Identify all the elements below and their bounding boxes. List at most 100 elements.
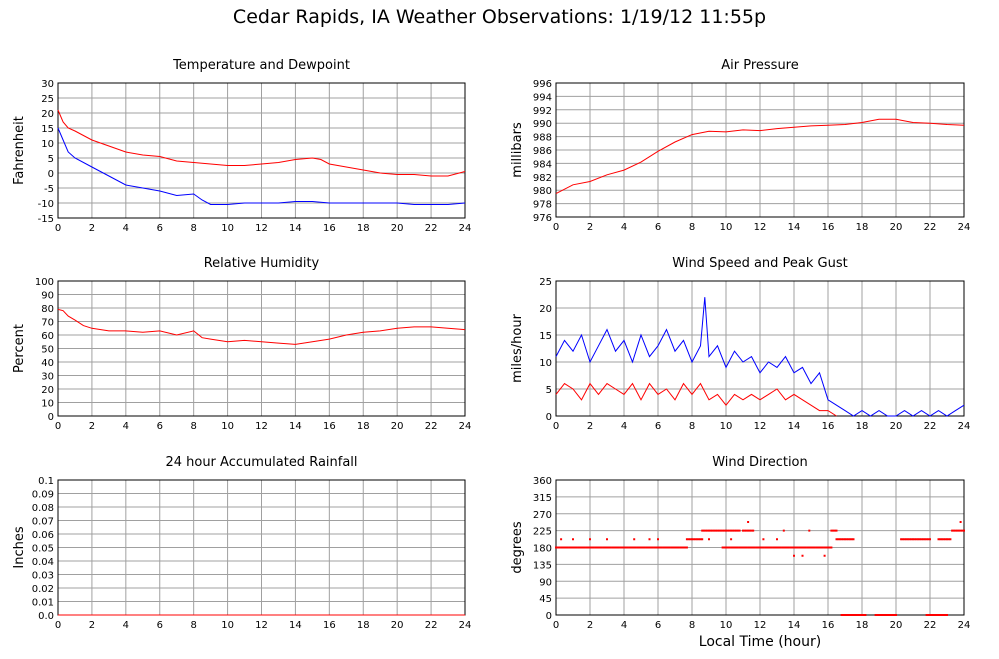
winddir-point <box>740 546 743 549</box>
pressure-y-tick-label: 992 <box>533 106 552 117</box>
winddir-point <box>629 546 632 549</box>
winddir-point <box>730 529 733 532</box>
humidity-x-tick-label: 4 <box>123 421 129 432</box>
winddir-point <box>685 546 688 549</box>
winddir-point <box>864 614 867 616</box>
winddir-point <box>878 614 880 616</box>
winddir-point <box>859 614 862 616</box>
winddir-point <box>699 538 702 541</box>
pressure-x-tick-label: 10 <box>720 222 733 233</box>
humidity-x-tick-label: 12 <box>255 421 268 432</box>
winddir-point <box>804 546 807 549</box>
winddir-point <box>762 538 765 541</box>
winddir-x-tick-label: 14 <box>788 620 801 631</box>
winddir-point <box>850 538 853 541</box>
winddir-point <box>725 546 727 549</box>
winddir-point <box>910 538 913 541</box>
winddir-y-axis-label: degrees <box>510 521 525 574</box>
winddir-point <box>697 538 700 541</box>
humidity-chart-title: Relative Humidity <box>204 256 320 271</box>
winddir-point <box>803 546 806 549</box>
winddir-point <box>932 614 935 616</box>
winddir-point <box>657 546 659 549</box>
temp-x-tick-label: 12 <box>255 223 268 234</box>
winddir-point <box>893 614 896 616</box>
winddir-point <box>580 546 583 549</box>
pressure-y-tick-label: 980 <box>533 186 552 197</box>
winddir-point <box>922 538 925 541</box>
winddir-point <box>903 538 906 541</box>
winddir-point <box>844 614 846 616</box>
temp-y-tick-label: 0 <box>48 169 54 180</box>
winddir-point <box>694 538 697 541</box>
winddir-point <box>765 546 768 549</box>
rain-y-tick-label: 0.01 <box>32 598 54 609</box>
humidity-y-tick-label: 80 <box>41 304 54 315</box>
winddir-point <box>849 614 852 616</box>
winddir-point <box>861 614 863 616</box>
winddir-point <box>925 614 928 616</box>
wind-x-tick-label: 12 <box>754 421 767 432</box>
winddir-point <box>808 546 811 549</box>
pressure-y-tick-label: 990 <box>533 119 552 130</box>
winddir-x-tick-label: 2 <box>587 620 593 631</box>
winddir-point <box>840 538 843 541</box>
winddir-point <box>828 546 831 549</box>
rain-chart-title: 24 hour Accumulated Rainfall <box>165 455 357 470</box>
wind-x-tick-label: 14 <box>788 421 801 432</box>
humidity-x-tick-label: 18 <box>357 421 370 432</box>
winddir-point <box>842 614 845 616</box>
temp-x-tick-label: 14 <box>289 223 302 234</box>
winddir-point <box>619 546 622 549</box>
winddir-point <box>728 546 731 549</box>
winddir-point <box>891 614 894 616</box>
winddir-point <box>723 529 726 532</box>
winddir-point <box>631 546 634 549</box>
winddir-point <box>883 614 886 616</box>
rain-y-tick-label: 0.02 <box>32 584 54 595</box>
pressure-y-tick-label: 984 <box>533 159 552 170</box>
winddir-point <box>628 546 631 549</box>
rain-y-tick-label: 0.08 <box>32 503 54 514</box>
rain-x-tick-label: 20 <box>391 620 404 631</box>
humidity-x-tick-label: 22 <box>425 421 438 432</box>
winddir-point <box>820 546 823 549</box>
winddir-point <box>781 546 784 549</box>
winddir-point <box>835 529 838 532</box>
winddir-point <box>821 546 824 549</box>
humidity-plot-frame <box>57 280 466 417</box>
winddir-point <box>881 614 884 616</box>
winddir-point <box>708 538 710 541</box>
winddir-point <box>730 546 733 549</box>
winddir-point <box>636 546 639 549</box>
temp-x-tick-label: 0 <box>55 223 61 234</box>
winddir-point <box>624 546 627 549</box>
winddir-point <box>852 538 855 541</box>
temp-series-line-0 <box>57 109 466 177</box>
wind-x-tick-label: 24 <box>958 421 971 432</box>
winddir-point <box>704 529 707 532</box>
winddir-point <box>845 614 848 616</box>
pressure-y-tick-label: 996 <box>533 79 552 90</box>
winddir-point <box>595 546 598 549</box>
winddir-point <box>942 614 945 616</box>
wind-y-tick-label: 10 <box>539 358 552 369</box>
winddir-point <box>626 546 629 549</box>
temp-plot-frame <box>57 82 466 219</box>
winddir-point <box>830 546 833 549</box>
temp-y-tick-label: -15 <box>38 214 54 225</box>
winddir-point <box>930 614 933 616</box>
winddir-point <box>806 546 809 549</box>
winddir-point <box>748 546 751 549</box>
winddir-point <box>612 546 615 549</box>
wind-plot-frame <box>555 280 965 417</box>
wind-x-tick-label: 8 <box>689 421 695 432</box>
winddir-point <box>927 614 930 616</box>
winddir-point <box>794 546 797 549</box>
winddir-point <box>614 546 617 549</box>
temp-y-tick-label: 25 <box>41 94 54 105</box>
winddir-point <box>954 529 957 532</box>
winddir-point <box>845 538 848 541</box>
winddir-point <box>701 529 704 532</box>
